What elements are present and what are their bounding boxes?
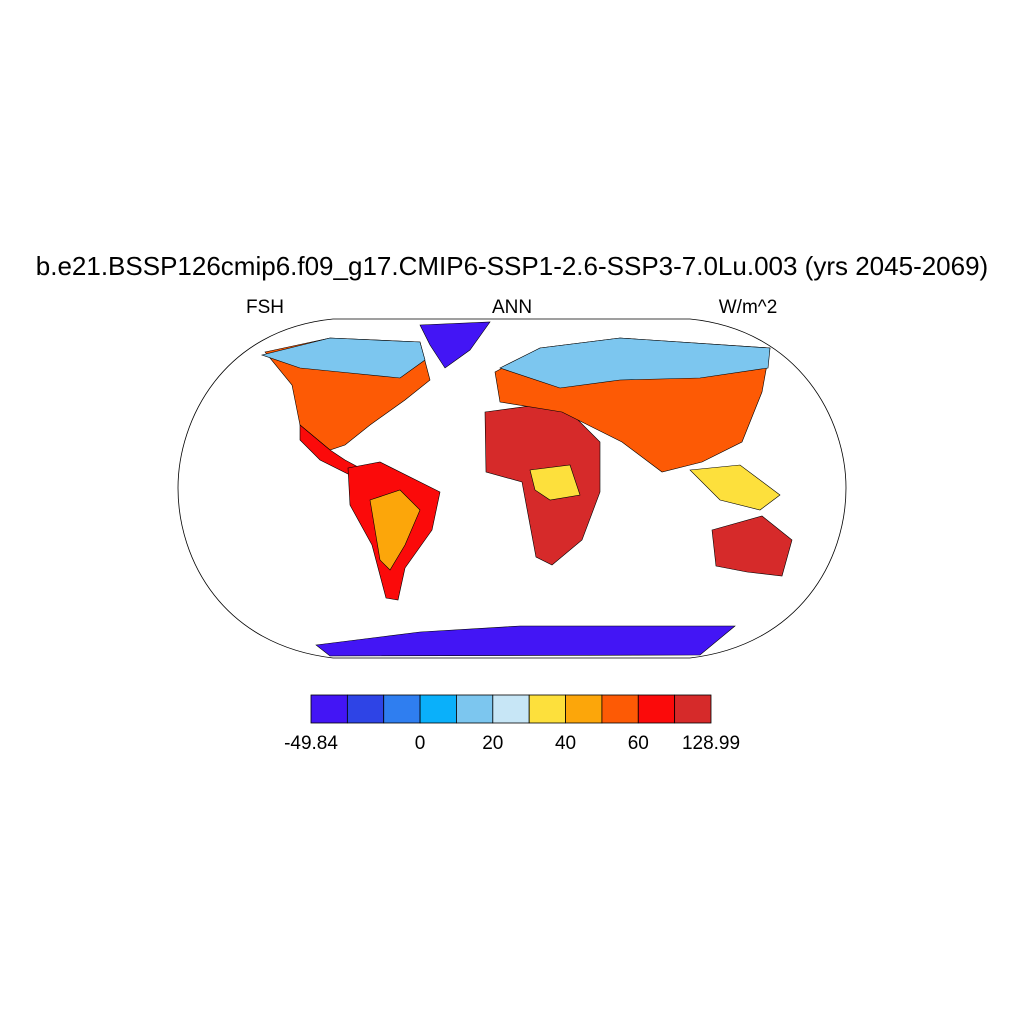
colorbar-box (310, 694, 348, 724)
eurasia-north (499, 337, 771, 389)
colorbar-label: 20 (482, 733, 503, 754)
left-string: FSH (246, 297, 284, 318)
colorbar-label: -49.84 (284, 733, 338, 754)
australia (711, 515, 793, 577)
colorbar-box (637, 694, 676, 724)
colorbar-box (492, 694, 530, 724)
colorbar-box (601, 694, 639, 724)
north-america-north (260, 337, 426, 379)
colorbar-box (383, 694, 421, 724)
colorbar-label: 40 (555, 733, 576, 754)
colorbar-box (674, 694, 712, 724)
colorbar-label: 128.99 (682, 733, 740, 754)
center-string: ANN (492, 297, 532, 318)
colorbar-label: 0 (415, 733, 426, 754)
colorbar-box (346, 694, 385, 724)
colorbar: -49.84 0 20 40 60 128.99 (284, 694, 740, 754)
map (177, 318, 847, 659)
colorbar-box (456, 694, 494, 724)
title: b.e21.BSSP126cmip6.f09_g17.CMIP6-SSP1-2.… (36, 251, 988, 281)
antarctica (315, 625, 736, 657)
greenland (419, 321, 491, 369)
africa-center (529, 464, 581, 501)
south-america-inner (369, 489, 421, 571)
colorbar-box (565, 694, 603, 724)
colorbar-label: 60 (628, 733, 649, 754)
colorbar-box (419, 694, 457, 724)
right-string: W/m^2 (719, 297, 778, 318)
colorbar-box (528, 694, 566, 724)
southeast-asia (689, 464, 781, 511)
